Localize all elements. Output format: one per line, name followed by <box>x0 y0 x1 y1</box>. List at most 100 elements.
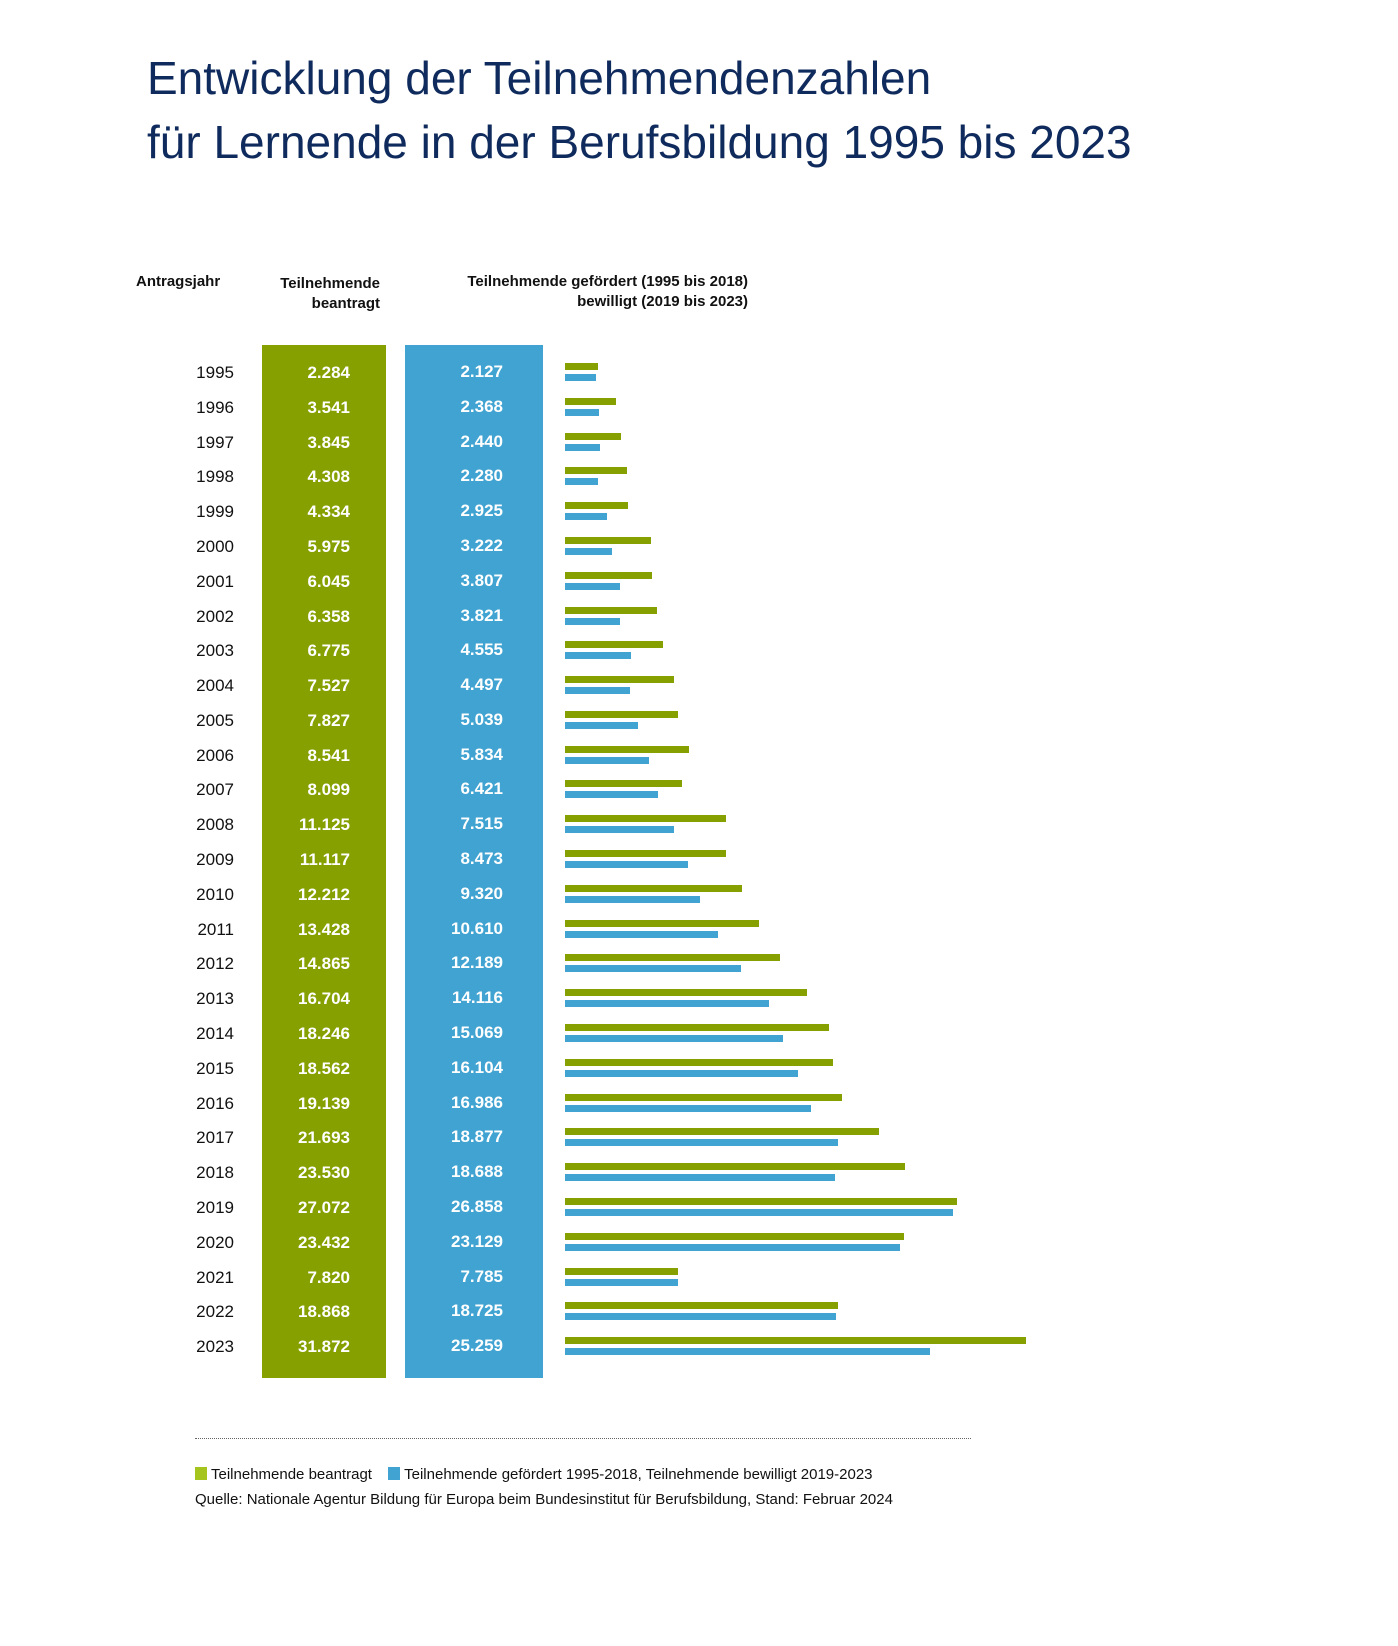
year-label: 1998 <box>196 467 234 487</box>
header-funded-line-1: Teilnehmende gefördert (1995 bis 2018) <box>467 273 748 290</box>
funded-value-label: 3.821 <box>460 605 503 625</box>
applied-bar <box>565 919 760 927</box>
applied-bar <box>565 850 726 858</box>
funded-bar <box>565 1139 839 1147</box>
header-applied-line-1: Teilnehmende <box>280 275 380 292</box>
source-note: Quelle: Nationale Agentur Bildung für Eu… <box>195 1491 893 1508</box>
funded-bar <box>565 1208 954 1216</box>
funded-bar <box>565 791 658 799</box>
funded-bar <box>565 547 612 555</box>
year-label: 2010 <box>196 884 234 904</box>
applied-column-bg <box>262 345 386 1378</box>
applied-bar <box>565 815 726 823</box>
applied-bar <box>565 363 599 370</box>
year-label: 2009 <box>196 850 234 870</box>
chart-title-line-2: für Lernende in der Berufsbildung 1995 b… <box>147 116 1132 168</box>
applied-value-label: 2.284 <box>307 363 350 382</box>
funded-value-label: 18.725 <box>451 1301 503 1321</box>
funded-value-label: 2.280 <box>460 466 503 486</box>
applied-bar <box>565 1058 834 1066</box>
applied-bar <box>565 1267 679 1275</box>
applied-bar <box>565 989 807 997</box>
applied-value-label: 6.045 <box>307 571 350 591</box>
applied-bar <box>565 1024 829 1031</box>
funded-bar <box>565 374 596 381</box>
funded-value-label: 5.039 <box>460 709 503 729</box>
year-label: 2020 <box>196 1232 234 1252</box>
year-label: 2003 <box>196 641 234 661</box>
funded-value-label: 6.421 <box>460 779 503 799</box>
year-label: 2000 <box>196 536 234 556</box>
year-label: 2008 <box>196 815 234 835</box>
year-label: 1997 <box>196 432 234 452</box>
year-label: 2017 <box>196 1128 234 1148</box>
year-label: 2006 <box>196 745 234 765</box>
funded-bar <box>565 652 631 660</box>
applied-value-label: 18.562 <box>298 1058 350 1078</box>
funded-value-label: 3.222 <box>460 535 503 555</box>
funded-bar <box>565 1243 900 1251</box>
legend-swatch-funded <box>388 1467 401 1480</box>
applied-value-label: 4.334 <box>307 502 350 522</box>
funded-bar <box>565 1348 931 1356</box>
funded-value-label: 3.807 <box>460 570 503 590</box>
year-label: 2011 <box>197 919 234 939</box>
funded-value-label: 26.858 <box>451 1196 503 1216</box>
legend-label-funded: Teilnehmende gefördert 1995-2018, Teilne… <box>404 1466 873 1483</box>
applied-value-label: 11.117 <box>299 850 350 870</box>
applied-bar <box>565 1163 906 1171</box>
applied-value-label: 8.099 <box>307 780 350 800</box>
applied-bar <box>565 432 621 440</box>
funded-bar <box>565 478 598 486</box>
applied-bar <box>565 536 652 544</box>
funded-value-label: 10.610 <box>451 918 503 938</box>
year-label: 1996 <box>196 397 234 417</box>
funded-value-label: 2.440 <box>460 431 503 451</box>
funded-bar <box>565 1313 836 1321</box>
funded-bar <box>565 1104 811 1112</box>
funded-bar <box>565 826 674 834</box>
applied-value-label: 7.820 <box>307 1267 350 1287</box>
applied-bar <box>565 502 628 510</box>
applied-value-label: 4.308 <box>307 467 350 487</box>
funded-bar <box>565 1035 783 1042</box>
applied-value-label: 18.246 <box>298 1024 350 1043</box>
applied-bar <box>565 745 689 753</box>
applied-value-label: 14.865 <box>298 954 350 974</box>
applied-bar <box>565 1302 838 1310</box>
funded-value-label: 15.069 <box>451 1023 503 1042</box>
applied-value-label: 31.872 <box>298 1337 350 1357</box>
header-funded: Teilnehmende gefördert (1995 bis 2018) b… <box>467 272 748 312</box>
applied-value-label: 19.139 <box>298 1093 350 1113</box>
funded-column-bg <box>405 345 543 1378</box>
funded-bar <box>565 1174 836 1182</box>
year-label: 2015 <box>196 1058 234 1078</box>
funded-value-label: 4.555 <box>460 640 503 660</box>
applied-value-label: 23.432 <box>298 1232 350 1252</box>
funded-value-label: 25.259 <box>451 1336 503 1356</box>
legend-divider <box>195 1438 971 1439</box>
year-label: 2004 <box>196 676 234 696</box>
applied-bar <box>565 954 780 962</box>
chart-title-line-1: Entwicklung der Teilnehmendenzahlen <box>147 52 932 104</box>
applied-value-label: 6.775 <box>307 641 350 661</box>
year-label: 2007 <box>196 780 234 800</box>
legend-label-applied: Teilnehmende beantragt <box>211 1466 372 1483</box>
applied-value-label: 11.125 <box>298 815 350 835</box>
year-label: 2023 <box>196 1337 234 1357</box>
funded-bar <box>565 930 719 938</box>
applied-value-label: 8.541 <box>307 745 350 765</box>
applied-bar <box>565 571 653 579</box>
applied-bar <box>565 780 683 788</box>
funded-bar <box>565 861 688 869</box>
funded-bar <box>565 1069 798 1077</box>
funded-value-label: 7.785 <box>460 1266 503 1286</box>
funded-bar <box>565 617 621 625</box>
funded-value-label: 9.320 <box>460 883 503 903</box>
year-label: 1995 <box>196 363 234 382</box>
applied-bar <box>565 1197 957 1205</box>
funded-value-label: 18.688 <box>451 1162 503 1182</box>
applied-value-label: 12.212 <box>298 884 350 904</box>
applied-value-label: 3.541 <box>307 397 350 417</box>
